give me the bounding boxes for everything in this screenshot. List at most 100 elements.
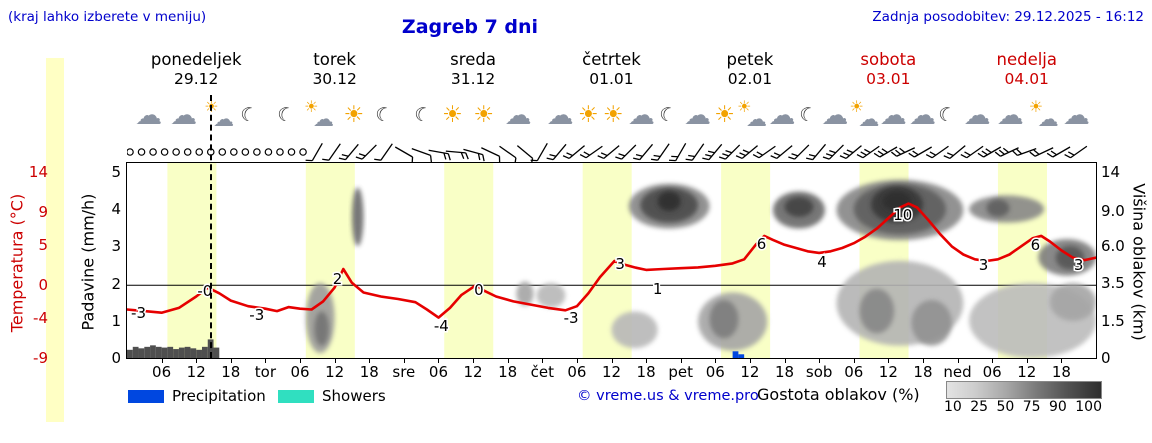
x-axis-tick xyxy=(576,358,578,363)
showers-legend-label: Showers xyxy=(322,387,386,405)
day-header-sreda: sreda 31.12 xyxy=(450,50,496,88)
x-axis: 06 12 18 tor 06 12 18 sre 06 12 18 čet 06 12 18 pet 06 12… xyxy=(127,358,1096,384)
x-axis-label: tor xyxy=(254,363,277,381)
x-axis-label: 06 xyxy=(428,363,448,381)
density-tick: 10 xyxy=(944,399,962,415)
cloud-height-tick: 1.5 xyxy=(1101,312,1125,330)
svg-text:1: 1 xyxy=(653,280,663,298)
cloud-icon: ☁ xyxy=(821,99,849,131)
density-tick: 25 xyxy=(970,399,989,415)
cloud-density-ticks: 10 25 50 75 90 100 xyxy=(944,399,1102,415)
cloud-height-tick: 14 xyxy=(1101,163,1121,181)
menu-note: (kraj lahko izberete v meniju) xyxy=(8,9,207,25)
x-axis-tick xyxy=(265,358,267,363)
x-axis-label: 18 xyxy=(1051,363,1071,381)
cloud-icon: ☁ xyxy=(546,99,574,131)
sun-icon: ☀ xyxy=(442,101,463,128)
x-axis-tick xyxy=(1026,358,1028,363)
svg-text:6: 6 xyxy=(757,235,767,253)
left-strip xyxy=(46,58,64,422)
sun-icon: ☀ xyxy=(714,101,735,128)
x-axis-label: 12 xyxy=(463,363,483,381)
x-axis-label: 06 xyxy=(982,363,1002,381)
density-tick: 75 xyxy=(1022,399,1041,415)
precip-tick: 5 xyxy=(111,163,121,181)
precipitation-legend-label: Precipitation xyxy=(172,387,266,405)
copyright-link[interactable]: © vreme.us & vreme.pro xyxy=(577,388,759,404)
cloud-height-tick: 3.5 xyxy=(1101,274,1125,292)
partly-sunny-icon: ☀ ☁ xyxy=(737,96,768,131)
x-axis-tick xyxy=(334,358,336,363)
x-axis-label: 12 xyxy=(1017,363,1037,381)
x-axis-label: 18 xyxy=(636,363,656,381)
svg-text:3: 3 xyxy=(979,256,989,274)
current-time-marker xyxy=(210,95,213,358)
weather-icons-row: ☁ ☁ ☀ ☁ ☾ ☾ ☀ ☁ ☀ ☾ ☾ ☀ ☀ ☁ ☁ ☀ ☀ ☁ ☾ ☁ ☀ ☀ ☁ ☁ ☾ ☁ ☀ ☁ ☁ ☁ ☾ ☁ ☁ ☀ ☁ ☁ xyxy=(127,95,1096,135)
partly-sunny-icon: ☀ ☁ xyxy=(304,96,335,131)
showers-swatch xyxy=(278,390,314,403)
svg-text:10: 10 xyxy=(893,206,912,224)
precip-tick: 3 xyxy=(111,237,121,256)
x-axis-label: 12 xyxy=(325,363,345,381)
sun-icon: ☀ xyxy=(602,101,624,128)
temp-tick: 14 xyxy=(28,163,48,181)
x-axis-label: 12 xyxy=(878,363,898,381)
x-axis-tick xyxy=(542,358,544,363)
last-update: Zadnja posodobitev: 29.12.2025 - 16:12 xyxy=(872,9,1144,25)
precip-tick: 0 xyxy=(111,349,121,367)
svg-text:4: 4 xyxy=(817,253,827,271)
x-axis-tick xyxy=(784,358,786,363)
x-axis-tick xyxy=(1061,358,1063,363)
x-axis-label: pet xyxy=(668,363,694,381)
icons-ponedeljek: ☁ ☁ ☀ ☁ ☾ xyxy=(127,95,265,135)
x-axis-label: sre xyxy=(392,363,416,381)
cloud-icon: ☁ xyxy=(768,99,796,131)
svg-text:-4: -4 xyxy=(434,317,449,335)
cloud-icon: ☁ xyxy=(1062,99,1090,131)
cloud-icon: ☁ xyxy=(908,99,936,131)
x-axis-tick xyxy=(646,358,648,363)
day-header-sobota: sobota 03.01 xyxy=(860,50,917,88)
density-tick: 90 xyxy=(1049,399,1067,415)
cloud-height-tick: 6.0 xyxy=(1101,237,1125,255)
day-headers: ponedeljek 29.12 torek 30.12 sreda 31.12 četrt… xyxy=(127,50,1096,88)
day-header-torek: torek 30.12 xyxy=(312,50,357,88)
svg-text:3: 3 xyxy=(1074,256,1084,274)
moon-icon: ☾ xyxy=(412,101,435,128)
x-axis-label: 18 xyxy=(774,363,795,381)
day-header-četrtek: četrtek 01.01 xyxy=(582,50,641,88)
cloud-height-tick: 9.0 xyxy=(1101,202,1125,220)
svg-text:6: 6 xyxy=(1031,236,1041,254)
x-axis-label: 06 xyxy=(152,363,172,381)
partly-sunny-icon: ☀ ☁ xyxy=(1028,96,1059,131)
svg-text:-0: -0 xyxy=(197,282,212,300)
plot-canvas: -3 -0 -3 2 -4 0 -3 3 1 6 4 10 3 6 3 xyxy=(125,163,1098,358)
x-axis-tick xyxy=(196,358,198,363)
svg-text:-3: -3 xyxy=(249,306,264,324)
x-axis-tick xyxy=(300,358,302,363)
precip-tick: 2 xyxy=(111,274,121,293)
x-axis-tick xyxy=(922,358,924,363)
x-axis-tick xyxy=(957,358,959,363)
moon-icon: ☾ xyxy=(796,101,819,128)
x-axis-label: sob xyxy=(805,363,833,381)
svg-text:-3: -3 xyxy=(131,304,146,322)
cloud-icon: ☁ xyxy=(996,99,1024,131)
moon-icon: ☾ xyxy=(237,101,260,128)
svg-text:3: 3 xyxy=(615,255,625,273)
precipitation-axis-label: Padavine (mm/h) xyxy=(78,193,98,331)
precip-tick: 1 xyxy=(111,311,121,330)
x-axis-tick xyxy=(715,358,717,363)
x-axis-label: 06 xyxy=(705,363,725,381)
sun-icon: ☀ xyxy=(343,101,365,128)
svg-text:2: 2 xyxy=(333,270,343,288)
moon-icon: ☾ xyxy=(656,101,679,128)
x-axis-tick xyxy=(888,358,890,363)
cloud-icon: ☁ xyxy=(627,99,655,131)
cloud-icon: ☁ xyxy=(135,99,163,131)
day-header-nedelja: nedelja 04.01 xyxy=(996,50,1057,88)
sun-icon: ☀ xyxy=(577,101,599,128)
x-axis-tick xyxy=(507,358,509,363)
x-axis-label: 06 xyxy=(567,363,587,381)
x-axis-label: ned xyxy=(943,363,972,381)
